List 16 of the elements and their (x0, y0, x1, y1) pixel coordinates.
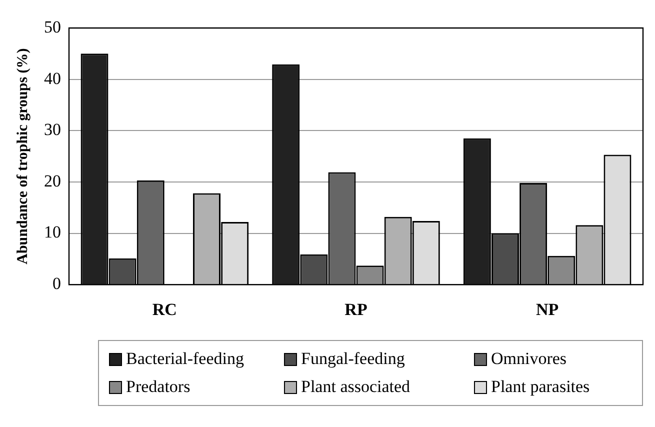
legend-label: Omnivores (491, 349, 567, 369)
legend-label: Plant associated (301, 377, 410, 397)
y-tick-label: 10 (44, 222, 61, 242)
y-tick-label: 40 (44, 68, 61, 88)
legend-label: Predators (126, 377, 190, 397)
x-tick-label: RP (344, 300, 368, 320)
y-tick-label: 30 (44, 120, 61, 140)
x-tick-label: NP (536, 300, 559, 320)
y-tick-label: 50 (44, 17, 61, 36)
x-tick-label: RC (152, 300, 177, 320)
y-tick-label: 0 (52, 274, 61, 294)
legend-label: Plant parasites (491, 377, 590, 397)
y-axis-title: Abundance of trophic groups (%) (14, 48, 31, 264)
legend-label: Bacterial-feeding (126, 349, 244, 369)
legend-label: Fungal-feeding (301, 349, 405, 369)
y-tick-label: 20 (44, 171, 61, 190)
